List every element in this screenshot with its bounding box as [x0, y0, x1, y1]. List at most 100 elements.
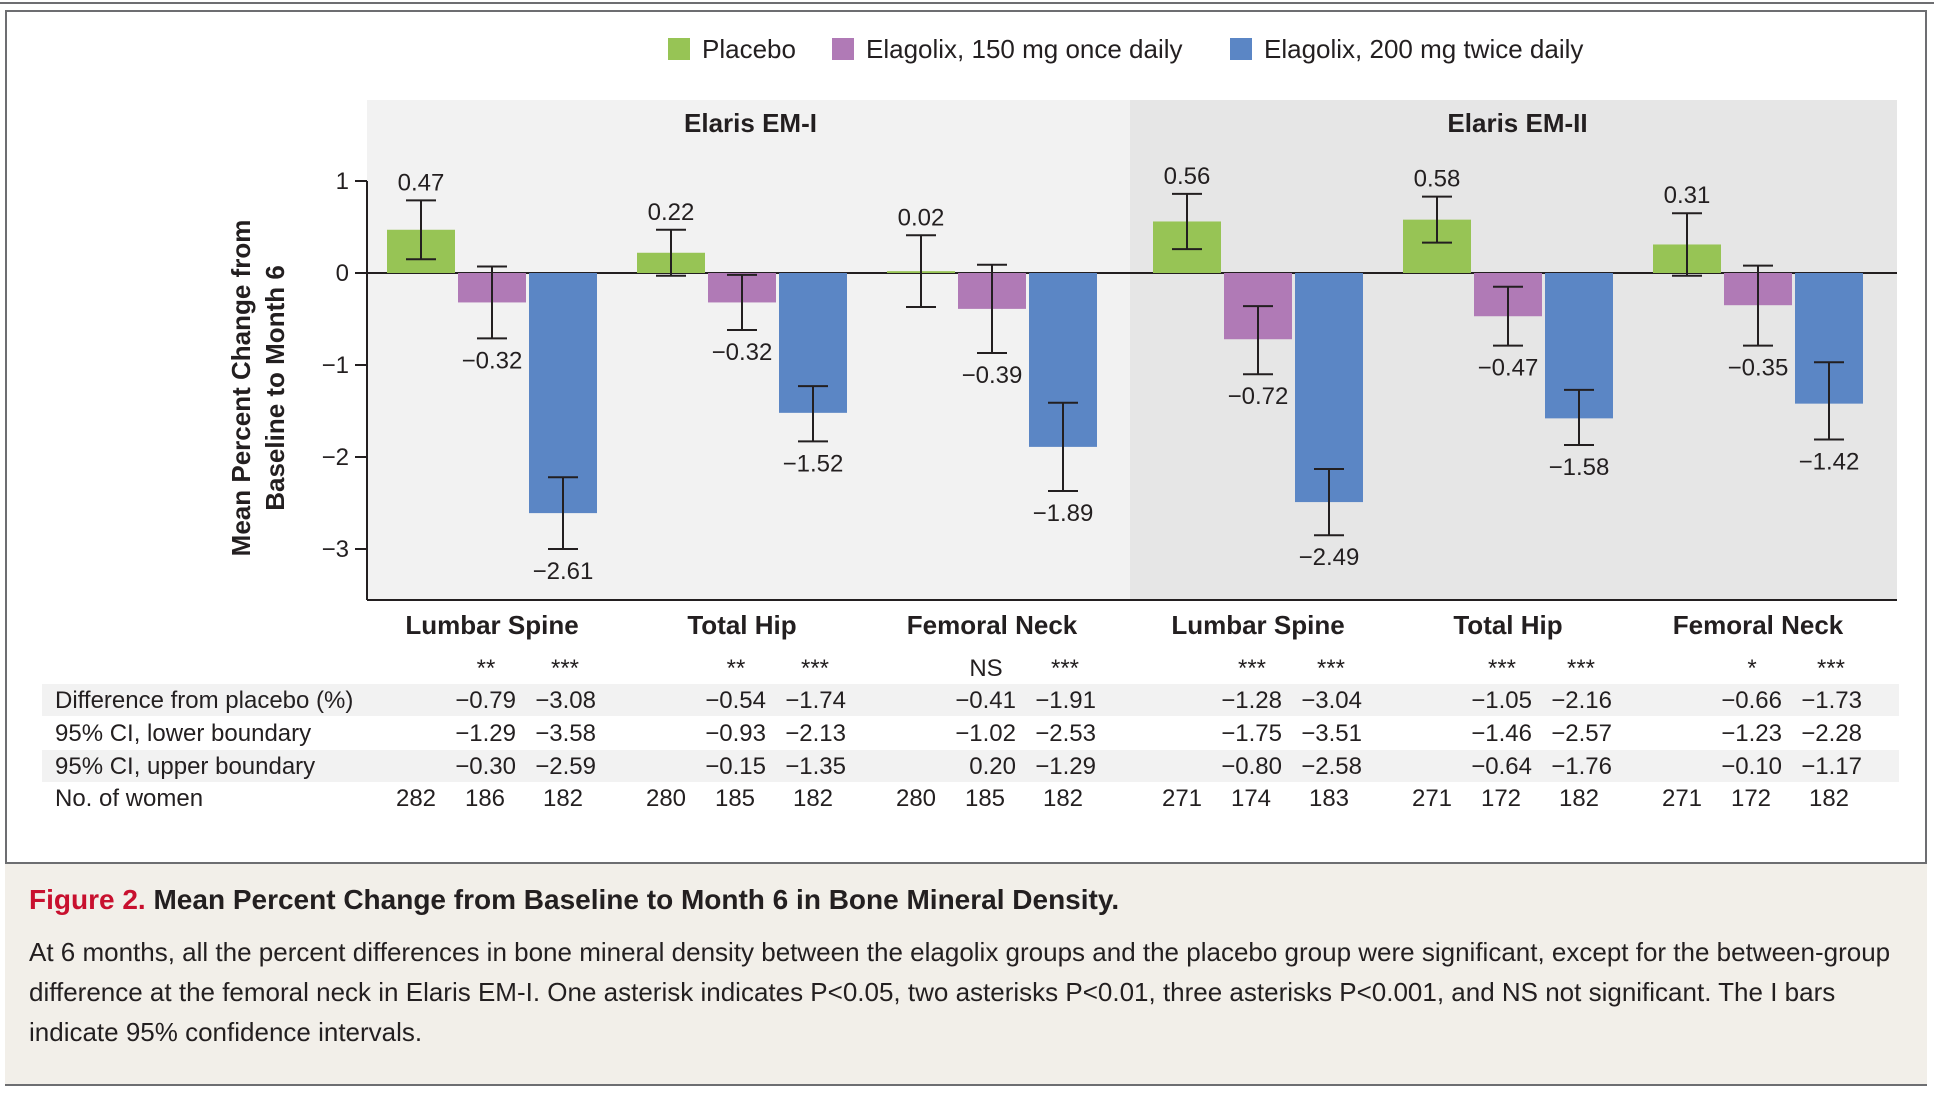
data-label: −1.52: [783, 450, 844, 477]
figure-caption: Figure 2. Mean Percent Change from Basel…: [5, 862, 1927, 1086]
data-label: −0.72: [1228, 383, 1289, 410]
significance-marker: ***: [801, 655, 829, 682]
caption-title: Mean Percent Change from Baseline to Mon…: [153, 884, 1120, 915]
table-cell: −0.10: [1721, 753, 1782, 780]
table-cell: −1.29: [1035, 753, 1096, 780]
y-tick-label: 1: [336, 168, 349, 195]
panel-title-1: Elaris EM-I: [684, 108, 817, 138]
legend-swatch-twice_daily: [1230, 38, 1252, 60]
data-label: 0.31: [1664, 182, 1711, 209]
table-cell: −2.59: [535, 753, 596, 780]
data-label: −0.39: [962, 362, 1023, 389]
table-cell: −1.74: [785, 687, 846, 714]
data-label: 0.22: [648, 199, 695, 226]
table-cell-n: 182: [1809, 785, 1849, 812]
legend-swatch-once_daily: [832, 38, 854, 60]
table-cell-n: 186: [465, 785, 505, 812]
table-cell-n: 185: [965, 785, 1005, 812]
table-cell: −3.58: [535, 720, 596, 747]
category-label: Lumbar Spine: [405, 610, 578, 640]
table-cell: −1.28: [1221, 687, 1282, 714]
table-cell: −0.66: [1721, 687, 1782, 714]
table-cell: −2.58: [1301, 753, 1362, 780]
table-cell: −1.23: [1721, 720, 1782, 747]
table-cell-n: 182: [1559, 785, 1599, 812]
table-cell-n: 182: [1043, 785, 1083, 812]
data-label: −0.32: [462, 347, 523, 374]
data-label: −0.47: [1478, 355, 1539, 382]
table-cell: −1.73: [1801, 687, 1862, 714]
data-label: −0.32: [712, 339, 773, 366]
data-label: −2.61: [533, 558, 594, 585]
table-cell-n: 172: [1481, 785, 1521, 812]
table-cell: −1.76: [1551, 753, 1612, 780]
legend-label-placebo: Placebo: [702, 34, 796, 64]
bar-1-1-twice_daily: [529, 273, 597, 514]
table-cell: −1.75: [1221, 720, 1282, 747]
table-cell: −1.29: [455, 720, 516, 747]
table-cell-n: 182: [793, 785, 833, 812]
significance-marker: *: [1747, 655, 1756, 682]
data-label: −2.49: [1299, 544, 1360, 571]
table-cell: −2.13: [785, 720, 846, 747]
category-label: Femoral Neck: [1673, 610, 1844, 640]
table-cell: −0.30: [455, 753, 516, 780]
y-axis-label-line-1: Mean Percent Change from: [226, 220, 256, 557]
table-cell: −2.57: [1551, 720, 1612, 747]
table-cell-n: 174: [1231, 785, 1271, 812]
table-cell: −0.64: [1471, 753, 1532, 780]
legend-label-once_daily: Elagolix, 150 mg once daily: [866, 34, 1183, 64]
table-cell: −1.17: [1801, 753, 1862, 780]
data-label: −1.42: [1799, 449, 1860, 476]
table-cell: 0.20: [969, 753, 1016, 780]
y-axis-label-line-2: Baseline to Month 6: [260, 265, 290, 511]
bar-2-1-twice_daily: [1295, 273, 1363, 503]
panel-background-em1: [367, 100, 1130, 600]
significance-marker: ***: [1238, 655, 1266, 682]
table-cell: −1.91: [1035, 687, 1096, 714]
table-cell: −3.08: [535, 687, 596, 714]
table-cell: −1.46: [1471, 720, 1532, 747]
table-cell: −0.93: [705, 720, 766, 747]
significance-marker: ***: [1051, 655, 1079, 682]
table-cell: −0.41: [955, 687, 1016, 714]
table-cell-n: 182: [543, 785, 583, 812]
table-row-band: [42, 750, 1899, 782]
significance-marker: ***: [1567, 655, 1595, 682]
data-label: −1.58: [1549, 454, 1610, 481]
data-label: 0.47: [398, 169, 445, 196]
table-cell: −0.79: [455, 687, 516, 714]
caption-title-line: Figure 2. Mean Percent Change from Basel…: [29, 884, 1119, 916]
data-label: 0.58: [1414, 166, 1461, 193]
table-cell-n: 172: [1731, 785, 1771, 812]
table-cell-n: 185: [715, 785, 755, 812]
table-cell-n: 282: [396, 785, 436, 812]
category-label: Total Hip: [687, 610, 796, 640]
y-tick-label: −3: [322, 536, 349, 563]
frame-right-border: [1925, 10, 1927, 862]
category-label: Total Hip: [1453, 610, 1562, 640]
table-cell: −1.05: [1471, 687, 1532, 714]
table-cell-n: 280: [646, 785, 686, 812]
data-label: 0.02: [898, 204, 945, 231]
table-row-label: No. of women: [55, 785, 203, 812]
significance-marker: ***: [1488, 655, 1516, 682]
y-tick-label: 0: [336, 260, 349, 287]
table-cell-n: 271: [1162, 785, 1202, 812]
table-row-label: 95% CI, lower boundary: [55, 720, 311, 747]
table-cell: −3.51: [1301, 720, 1362, 747]
significance-marker: ***: [1317, 655, 1345, 682]
figure-number: Figure 2.: [29, 884, 146, 915]
legend-label-twice_daily: Elagolix, 200 mg twice daily: [1264, 34, 1583, 64]
y-tick-label: −1: [322, 352, 349, 379]
frame-left-border: [5, 10, 7, 862]
table-cell: −0.54: [705, 687, 766, 714]
significance-marker: ***: [1817, 655, 1845, 682]
table-cell: −0.15: [705, 753, 766, 780]
table-cell-n: 271: [1662, 785, 1702, 812]
data-label: −0.35: [1728, 355, 1789, 382]
table-cell: −3.04: [1301, 687, 1362, 714]
table-cell-n: 183: [1309, 785, 1349, 812]
table-cell-n: 271: [1412, 785, 1452, 812]
